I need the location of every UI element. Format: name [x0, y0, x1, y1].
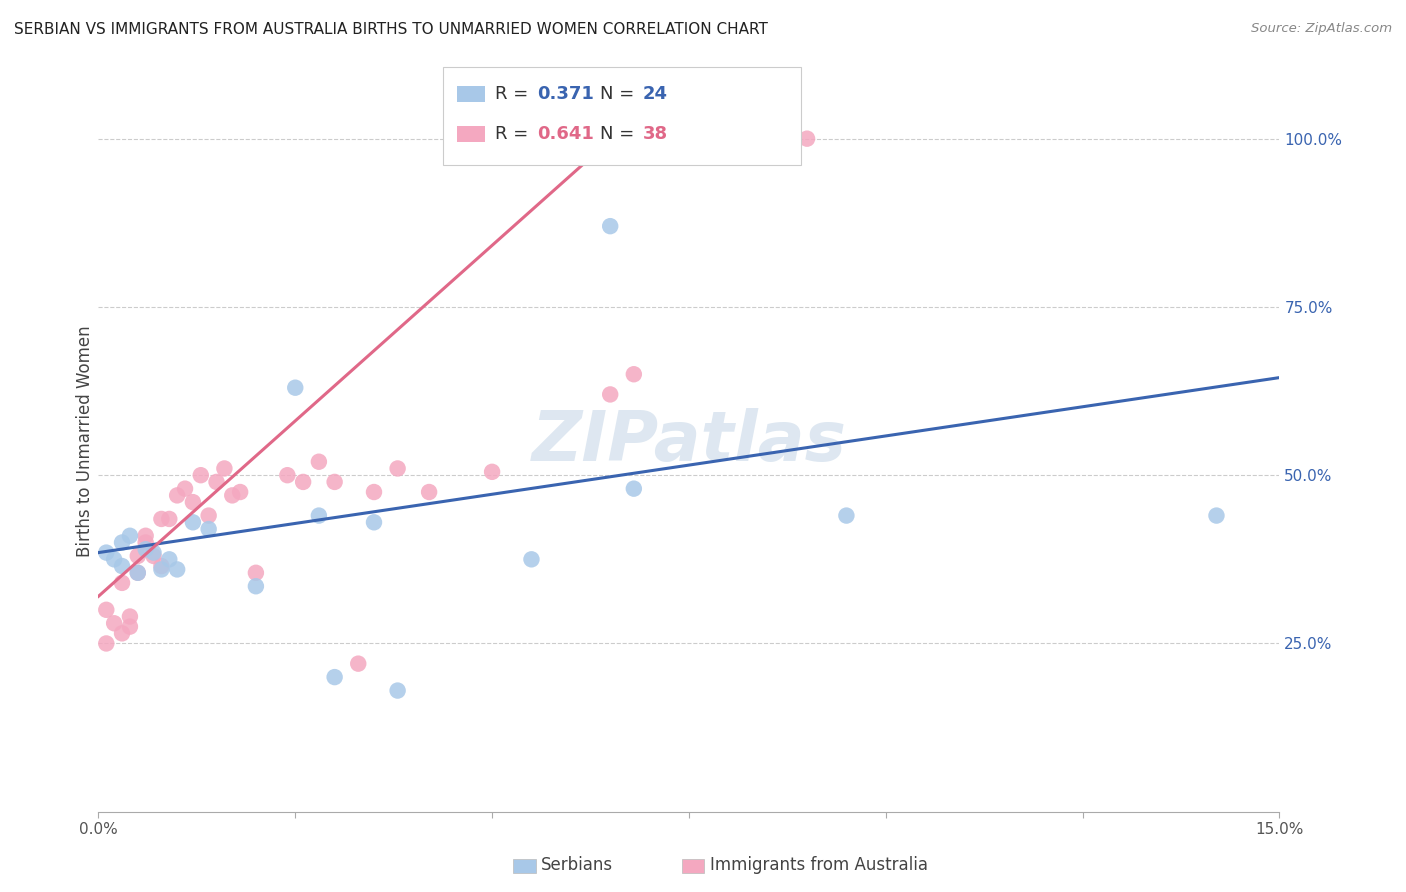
Point: [623, 482, 645, 496]
Point: [103, 552, 125, 566]
Point: [323, 475, 346, 489]
Point: [127, 566, 149, 580]
Point: [96, 636, 118, 650]
Point: [150, 559, 173, 574]
Point: [245, 566, 267, 580]
Text: R =: R =: [495, 125, 534, 143]
Point: [127, 566, 149, 580]
Point: [599, 387, 621, 401]
Point: [418, 485, 440, 500]
Point: [323, 670, 346, 684]
Y-axis label: Births to Unmarried Women: Births to Unmarried Women: [76, 326, 94, 558]
Point: [308, 508, 330, 523]
Point: [520, 552, 543, 566]
Point: [599, 219, 621, 234]
Point: [1205, 508, 1227, 523]
Point: [150, 512, 173, 526]
Point: [118, 609, 141, 624]
Point: [157, 552, 180, 566]
Point: [96, 546, 118, 560]
Point: [118, 529, 141, 543]
Point: [127, 549, 149, 563]
Point: [111, 575, 134, 590]
Point: [111, 535, 134, 549]
Point: [560, 131, 582, 145]
Point: [103, 616, 125, 631]
Point: [181, 516, 204, 530]
Point: [111, 559, 134, 574]
Point: [214, 461, 236, 475]
Point: [623, 368, 645, 382]
Point: [347, 657, 370, 671]
Point: [796, 131, 818, 145]
Text: 0.641: 0.641: [537, 125, 593, 143]
Text: 38: 38: [643, 125, 668, 143]
Text: Immigrants from Australia: Immigrants from Australia: [710, 856, 928, 874]
Text: ZIPatlas: ZIPatlas: [531, 408, 846, 475]
Text: 24: 24: [643, 85, 668, 103]
Point: [166, 562, 188, 576]
Point: [197, 508, 219, 523]
Point: [308, 455, 330, 469]
Point: [292, 475, 315, 489]
Point: [111, 626, 134, 640]
Point: [197, 522, 219, 536]
Point: [284, 381, 307, 395]
Point: [157, 512, 180, 526]
Point: [190, 468, 212, 483]
Point: [135, 542, 157, 557]
Point: [174, 482, 197, 496]
Point: [135, 535, 157, 549]
Text: Serbians: Serbians: [541, 856, 613, 874]
Point: [96, 603, 118, 617]
Text: N =: N =: [600, 125, 640, 143]
Point: [363, 516, 385, 530]
Point: [181, 495, 204, 509]
Text: 0.371: 0.371: [537, 85, 593, 103]
Point: [387, 683, 409, 698]
Point: [221, 488, 243, 502]
Point: [363, 485, 385, 500]
Point: [245, 579, 267, 593]
Point: [205, 475, 228, 489]
Point: [118, 619, 141, 633]
Point: [150, 562, 173, 576]
Text: SERBIAN VS IMMIGRANTS FROM AUSTRALIA BIRTHS TO UNMARRIED WOMEN CORRELATION CHART: SERBIAN VS IMMIGRANTS FROM AUSTRALIA BIR…: [14, 22, 768, 37]
Point: [387, 461, 409, 475]
Text: N =: N =: [600, 85, 640, 103]
Text: R =: R =: [495, 85, 534, 103]
Point: [276, 468, 298, 483]
Point: [481, 465, 503, 479]
Text: Source: ZipAtlas.com: Source: ZipAtlas.com: [1251, 22, 1392, 36]
Point: [166, 488, 188, 502]
Point: [135, 529, 157, 543]
Point: [142, 546, 165, 560]
Point: [142, 549, 165, 563]
Point: [229, 485, 252, 500]
Point: [835, 508, 858, 523]
